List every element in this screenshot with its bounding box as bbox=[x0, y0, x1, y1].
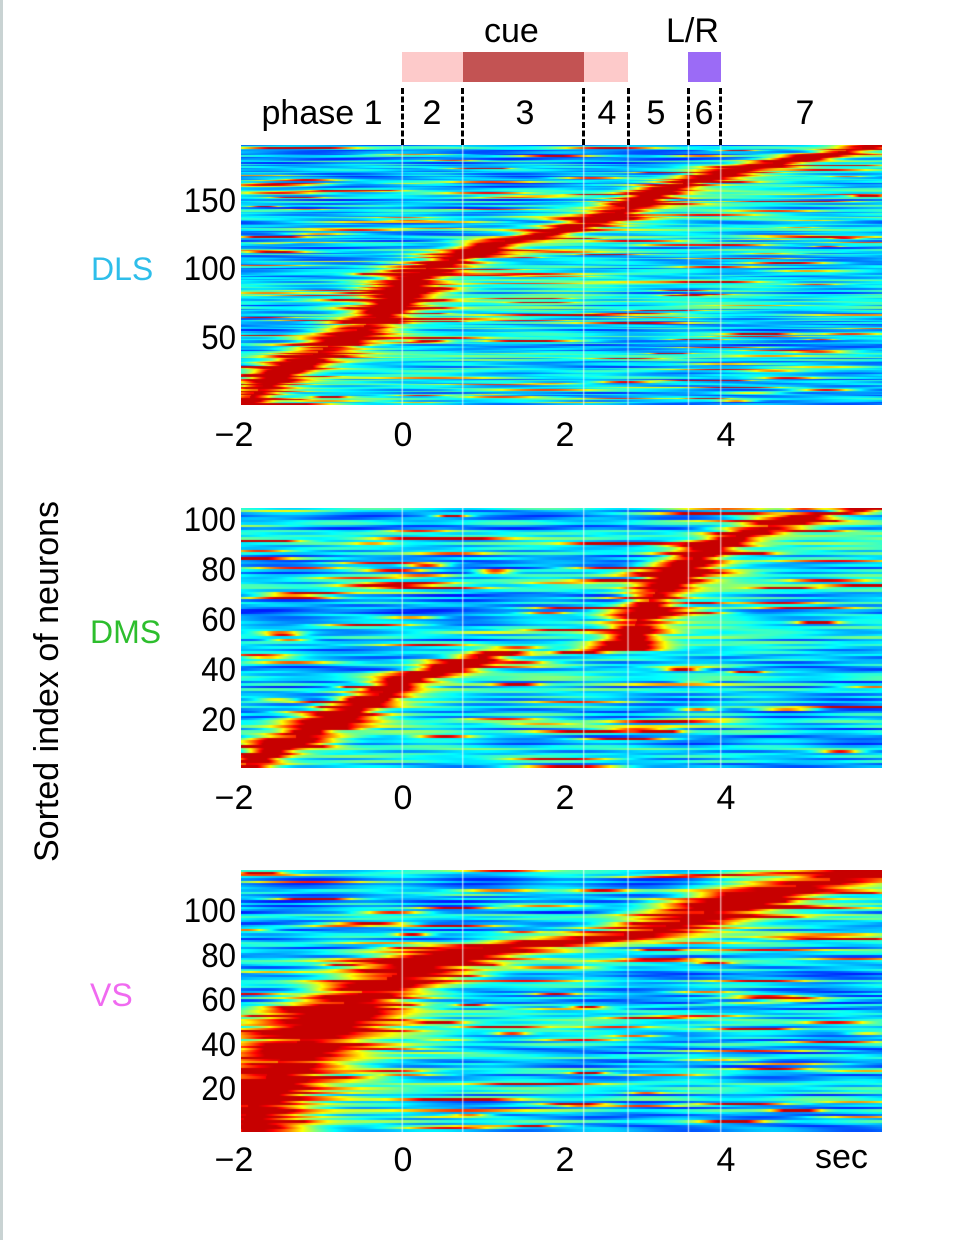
region-label-dls: DLS bbox=[91, 251, 154, 287]
heatmap-dms bbox=[241, 508, 882, 768]
phase-label-4: 4 bbox=[597, 94, 617, 132]
xtick-label: 2 bbox=[555, 779, 575, 817]
phase-boundary-dash bbox=[582, 88, 586, 145]
xtick-label: −2 bbox=[214, 416, 254, 454]
xtick-label: 2 bbox=[555, 1141, 575, 1179]
ytick-label: 50 bbox=[201, 319, 236, 357]
y-axis-label: Sorted index of neurons bbox=[28, 500, 66, 862]
region-label-vs: VS bbox=[90, 977, 133, 1013]
xtick-label: 0 bbox=[393, 1141, 413, 1179]
phase-boundary-dash bbox=[461, 88, 465, 145]
phase-boundary-dash bbox=[719, 88, 723, 145]
phase-label-6: 6 bbox=[694, 94, 714, 132]
heatmap-dls bbox=[241, 145, 882, 405]
ytick-label: 80 bbox=[201, 551, 236, 589]
phase-label-5: 5 bbox=[646, 94, 666, 132]
region-label-dms: DMS bbox=[90, 614, 162, 650]
lr-label: L/R bbox=[666, 12, 719, 50]
ytick-label: 100 bbox=[183, 892, 236, 930]
ytick-label: 20 bbox=[201, 701, 236, 739]
ytick-label: 100 bbox=[183, 501, 236, 539]
xtick-label: −2 bbox=[214, 1141, 254, 1179]
ytick-label: 80 bbox=[201, 937, 236, 975]
phase-boundary-dash bbox=[686, 88, 690, 145]
xtick-label: 4 bbox=[716, 1141, 736, 1179]
ytick-label: 40 bbox=[201, 651, 236, 689]
lr-bar bbox=[688, 52, 721, 82]
xtick-label: 2 bbox=[555, 416, 575, 454]
xtick-label: 0 bbox=[393, 416, 413, 454]
phase-label-7: 7 bbox=[795, 94, 815, 132]
heatmap-vs bbox=[241, 870, 882, 1132]
ytick-label: 100 bbox=[183, 250, 236, 288]
xtick-label: 0 bbox=[393, 779, 413, 817]
xtick-label: 4 bbox=[716, 416, 736, 454]
xtick-label: 4 bbox=[716, 779, 736, 817]
phase-label-3: 3 bbox=[515, 94, 535, 132]
x-axis-unit-label: sec bbox=[815, 1138, 868, 1176]
cue-inner-bar bbox=[462, 52, 584, 82]
cue-label: cue bbox=[484, 12, 539, 50]
page-left-border bbox=[0, 0, 3, 1240]
phase-boundary-dash bbox=[400, 88, 404, 145]
ytick-label: 60 bbox=[201, 981, 236, 1019]
xtick-label: −2 bbox=[214, 779, 254, 817]
ytick-label: 20 bbox=[201, 1070, 236, 1108]
phase-label-2: 2 bbox=[422, 94, 442, 132]
phase-boundary-dash bbox=[626, 88, 630, 145]
ytick-label: 150 bbox=[183, 182, 236, 220]
ytick-label: 40 bbox=[201, 1026, 236, 1064]
phase-label-1: phase 1 bbox=[261, 94, 383, 132]
ytick-label: 60 bbox=[201, 601, 236, 639]
